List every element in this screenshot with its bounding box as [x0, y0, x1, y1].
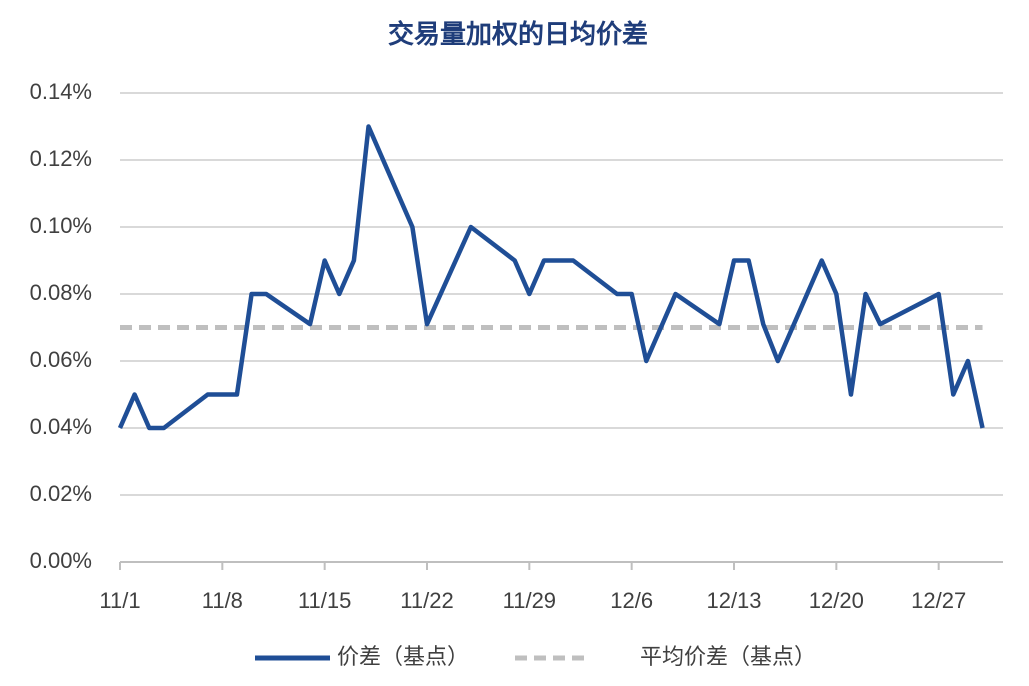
y-tick-label: 0.14% [30, 79, 92, 104]
series-line [117, 124, 985, 431]
x-tick-label: 11/15 [298, 588, 351, 613]
y-tick-label: 0.00% [30, 548, 92, 573]
x-tick-label: 12/6 [610, 588, 653, 613]
x-tick-label: 11/8 [202, 588, 243, 613]
y-tick-label: 0.08% [30, 280, 92, 305]
y-tick-label: 0.06% [30, 347, 92, 372]
y-tick-label: 0.10% [30, 213, 92, 238]
y-tick-label: 0.02% [30, 481, 92, 506]
x-tick-label: 11/1 [99, 588, 140, 613]
x-tick-label: 12/13 [706, 588, 761, 613]
y-tick-label: 0.04% [30, 414, 92, 439]
legend-label: 平均价差（基点） [640, 644, 816, 669]
x-tick-label: 11/22 [400, 588, 453, 613]
y-tick-label: 0.12% [30, 146, 92, 171]
chart-title: 交易量加权的日均价差 [388, 19, 648, 49]
x-tick-label: 12/27 [911, 588, 966, 613]
x-tick-label: 12/20 [809, 588, 864, 613]
legend-label: 价差（基点） [337, 644, 469, 669]
x-tick-label: 11/29 [503, 588, 556, 613]
